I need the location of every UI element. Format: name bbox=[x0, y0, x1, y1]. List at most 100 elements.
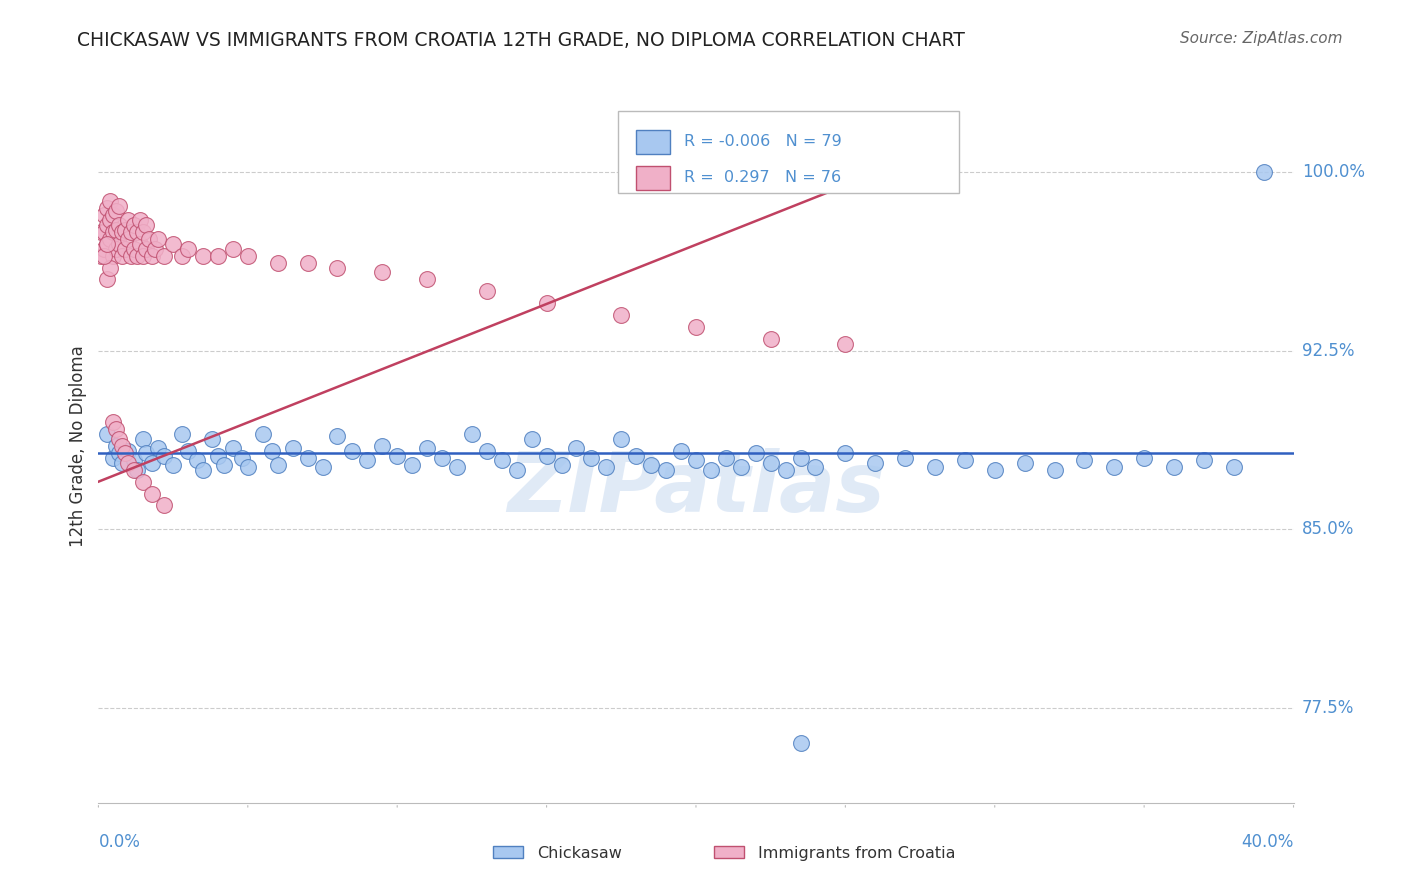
Point bbox=[1253, 165, 1275, 179]
Point bbox=[834, 336, 856, 351]
Point bbox=[714, 450, 737, 465]
Point bbox=[759, 456, 782, 470]
Point bbox=[446, 460, 468, 475]
Point bbox=[207, 449, 229, 463]
Bar bbox=[637, 166, 669, 190]
Point bbox=[700, 463, 723, 477]
Text: 40.0%: 40.0% bbox=[1241, 833, 1294, 851]
Point bbox=[385, 449, 409, 463]
Point bbox=[1014, 456, 1036, 470]
Point bbox=[984, 463, 1007, 477]
Point bbox=[129, 236, 152, 251]
Text: 0.0%: 0.0% bbox=[98, 833, 141, 851]
Point bbox=[610, 308, 633, 322]
Point bbox=[153, 249, 176, 263]
Point bbox=[595, 460, 617, 475]
Point bbox=[148, 442, 170, 456]
Point bbox=[1133, 450, 1156, 465]
Point bbox=[96, 236, 118, 251]
Point bbox=[461, 427, 484, 442]
Point bbox=[108, 236, 131, 251]
Bar bbox=[494, 846, 523, 858]
Point bbox=[730, 460, 752, 475]
Point bbox=[506, 463, 529, 477]
Point bbox=[759, 332, 782, 346]
Point bbox=[1163, 460, 1185, 475]
Point bbox=[98, 232, 122, 246]
Text: Source: ZipAtlas.com: Source: ZipAtlas.com bbox=[1180, 31, 1343, 46]
Point bbox=[141, 486, 163, 500]
Point bbox=[281, 442, 304, 456]
Point bbox=[640, 458, 662, 472]
Point bbox=[120, 249, 142, 263]
Point bbox=[610, 432, 633, 446]
Point bbox=[267, 458, 290, 472]
Point bbox=[108, 432, 131, 446]
Point bbox=[371, 439, 394, 453]
Point bbox=[342, 443, 364, 458]
Bar bbox=[637, 130, 669, 153]
Point bbox=[207, 249, 229, 263]
Point bbox=[96, 427, 118, 442]
Point bbox=[212, 458, 235, 472]
Text: Chickasaw: Chickasaw bbox=[537, 846, 621, 861]
Point bbox=[685, 320, 707, 334]
Point bbox=[1192, 453, 1215, 467]
Point bbox=[191, 249, 214, 263]
Point bbox=[132, 249, 155, 263]
Point bbox=[789, 736, 811, 750]
Point bbox=[117, 232, 139, 246]
Point bbox=[236, 460, 259, 475]
Text: 100.0%: 100.0% bbox=[1302, 163, 1365, 181]
Point bbox=[124, 242, 146, 256]
Point bbox=[127, 225, 149, 239]
Point bbox=[311, 460, 333, 475]
Point bbox=[114, 242, 136, 256]
Point bbox=[135, 446, 157, 460]
Point bbox=[108, 218, 131, 232]
Point bbox=[141, 456, 163, 470]
Point bbox=[834, 446, 856, 460]
Point bbox=[565, 442, 588, 456]
Text: CHICKASAW VS IMMIGRANTS FROM CROATIA 12TH GRADE, NO DIPLOMA CORRELATION CHART: CHICKASAW VS IMMIGRANTS FROM CROATIA 12T… bbox=[77, 31, 965, 50]
Point bbox=[93, 242, 115, 256]
Text: ZIPatlas: ZIPatlas bbox=[508, 449, 884, 529]
Point bbox=[124, 218, 146, 232]
Point bbox=[804, 460, 827, 475]
Point bbox=[201, 432, 224, 446]
Point bbox=[143, 242, 166, 256]
Point bbox=[669, 443, 692, 458]
Point bbox=[96, 218, 118, 232]
Point bbox=[117, 456, 139, 470]
Point bbox=[148, 232, 170, 246]
Point bbox=[135, 218, 157, 232]
Point bbox=[111, 249, 134, 263]
Point bbox=[162, 236, 184, 251]
Point bbox=[775, 463, 797, 477]
Point bbox=[90, 225, 112, 239]
Point bbox=[1104, 460, 1126, 475]
Point bbox=[117, 443, 139, 458]
Point bbox=[1223, 460, 1246, 475]
Point bbox=[108, 446, 131, 460]
Point bbox=[103, 208, 125, 222]
Point bbox=[172, 427, 194, 442]
Point bbox=[135, 242, 157, 256]
Point bbox=[138, 232, 160, 246]
Point bbox=[475, 443, 498, 458]
Text: 77.5%: 77.5% bbox=[1302, 698, 1354, 716]
Point bbox=[1073, 453, 1095, 467]
Point bbox=[103, 415, 125, 429]
Point bbox=[191, 463, 214, 477]
Point bbox=[177, 443, 200, 458]
Text: R =  0.297   N = 76: R = 0.297 N = 76 bbox=[685, 170, 841, 186]
Point bbox=[430, 450, 453, 465]
Point bbox=[111, 456, 134, 470]
Point bbox=[103, 249, 125, 263]
Point bbox=[111, 225, 134, 239]
Point bbox=[297, 450, 319, 465]
Point bbox=[401, 458, 423, 472]
Point bbox=[103, 225, 125, 239]
Point bbox=[865, 456, 887, 470]
Point bbox=[98, 260, 122, 275]
